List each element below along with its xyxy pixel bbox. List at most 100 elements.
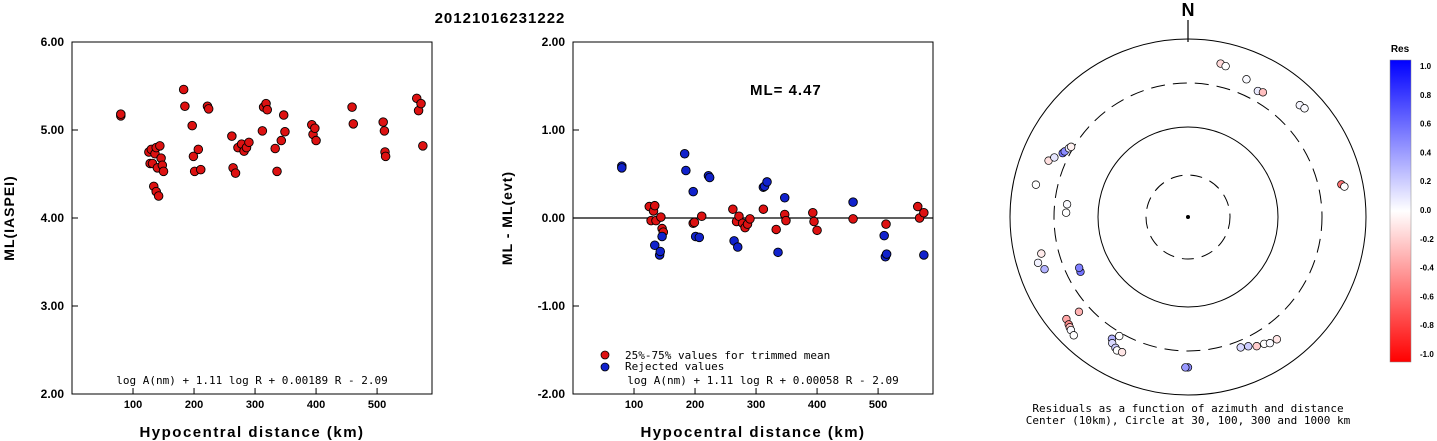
data-point: [347, 102, 357, 112]
data-point: [188, 151, 199, 162]
x-tick-label: 500: [368, 399, 386, 411]
data-point: [681, 165, 691, 176]
data-point: [650, 200, 660, 211]
data-point: [193, 144, 204, 155]
y-tick-label: 3.00: [41, 299, 65, 313]
y-tick-label: 2.00: [41, 387, 65, 401]
polar-caption-line1: Residuals as a function of azimuth and d…: [1032, 402, 1343, 415]
station-marker: [1252, 342, 1261, 351]
panel1-formula: log A(nm) + 1.11 log R + 0.00189 R - 2.0…: [116, 374, 388, 387]
circle-300km: [1053, 82, 1323, 352]
y-tick-label: 5.00: [41, 123, 65, 137]
x-tick-label: 400: [307, 399, 325, 411]
circle-30km: [1145, 174, 1231, 260]
colorbar-tick-label: -0.2: [1420, 235, 1434, 244]
data-point: [657, 231, 667, 242]
x-tick-label: 500: [869, 399, 887, 411]
data-point: [348, 119, 359, 129]
polar-caption-line2: Center (10km), Circle at 30, 100, 300 an…: [1026, 414, 1351, 427]
data-point: [650, 240, 660, 251]
y-tick-label: 4.00: [41, 211, 65, 225]
colorbar-tick-label: 0.0: [1420, 206, 1432, 215]
data-point: [881, 219, 891, 229]
data-point: [919, 207, 929, 218]
panel1-ylabel: ML(IASPEI): [1, 175, 17, 260]
station-marker: [1061, 208, 1071, 217]
data-point: [272, 166, 282, 177]
data-point: [771, 224, 781, 235]
data-point: [262, 105, 273, 115]
colorbar-title: Res: [1391, 44, 1410, 55]
station-marker: [1040, 265, 1049, 274]
data-point: [617, 163, 627, 173]
station-marker: [1075, 263, 1084, 272]
station-marker: [1181, 363, 1190, 372]
panel2-xlabel: Hypocentral distance (km): [640, 424, 865, 441]
colorbar-tick-label: 0.4: [1420, 148, 1432, 157]
data-point: [688, 186, 698, 197]
data-point: [848, 214, 858, 224]
data-point: [779, 193, 790, 203]
legend-marker-trimmed: [600, 350, 610, 360]
colorbar-tick-label: 0.2: [1420, 177, 1432, 186]
data-point: [195, 164, 206, 175]
colorbar-tick-label: 0.6: [1420, 120, 1432, 129]
data-point: [116, 109, 126, 119]
ml-annotation: ML= 4.47: [750, 82, 822, 99]
data-point: [378, 117, 388, 127]
station-marker: [1244, 342, 1253, 351]
data-point: [270, 143, 280, 154]
station-marker: [1242, 75, 1251, 84]
panel2-ylabel: ML - ML(evt): [499, 171, 515, 265]
data-point: [158, 166, 169, 177]
station-marker: [1062, 200, 1072, 209]
data-point: [416, 98, 426, 109]
station-marker: [1236, 343, 1245, 352]
data-point: [379, 126, 390, 136]
data-point: [704, 172, 715, 183]
data-point: [881, 249, 892, 259]
data-point: [257, 126, 268, 136]
y-tick-label: 1.00: [542, 123, 566, 137]
data-point: [418, 141, 428, 151]
data-point: [227, 131, 237, 141]
data-point: [694, 232, 705, 243]
panel1-frame: [71, 41, 433, 395]
y-tick-label: 0.00: [542, 211, 566, 225]
data-point: [762, 177, 772, 187]
legend-label-trimmed: 25%-75% values for trimmed mean: [625, 349, 830, 362]
data-point: [655, 246, 666, 257]
data-point: [280, 127, 290, 137]
x-tick-label: 100: [625, 399, 643, 411]
data-point: [180, 101, 190, 111]
data-point: [153, 191, 164, 201]
y-tick-label: 2.00: [542, 35, 566, 49]
epicenter-dot: [1186, 215, 1190, 219]
colorbar-tick-label: -0.8: [1420, 321, 1434, 330]
data-point: [311, 135, 321, 146]
x-tick-label: 100: [124, 399, 142, 411]
x-tick-label: 300: [747, 399, 765, 411]
station-marker: [1115, 331, 1124, 341]
x-tick-label: 200: [185, 399, 203, 411]
data-point: [879, 230, 889, 241]
data-point: [732, 242, 743, 252]
data-point: [230, 168, 241, 178]
circle-100km: [1097, 126, 1279, 308]
station-marker: [1340, 182, 1349, 191]
data-point: [276, 135, 287, 146]
y-tick-label: -2.00: [538, 387, 566, 401]
y-tick-label: 6.00: [41, 35, 65, 49]
x-tick-label: 300: [246, 399, 264, 411]
data-point: [919, 250, 929, 260]
north-label: N: [1182, 0, 1195, 20]
data-point: [848, 197, 858, 207]
station-marker: [1074, 307, 1084, 316]
colorbar: [1389, 59, 1412, 363]
station-marker: [1272, 335, 1282, 344]
data-point: [809, 216, 819, 227]
station-marker: [1265, 338, 1275, 348]
colorbar-tick-label: -1.0: [1420, 350, 1434, 359]
data-point: [808, 207, 818, 218]
colorbar-tick-label: -0.6: [1420, 292, 1434, 301]
